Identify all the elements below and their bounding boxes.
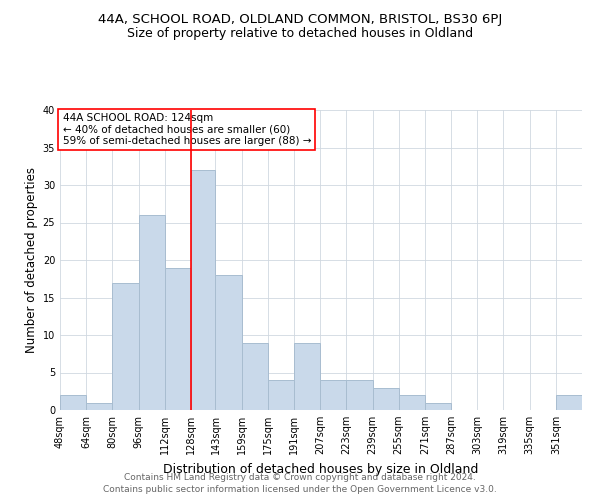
Bar <box>242 342 268 410</box>
Bar <box>346 380 373 410</box>
Bar <box>165 268 191 410</box>
Bar <box>268 380 294 410</box>
Y-axis label: Number of detached properties: Number of detached properties <box>25 167 38 353</box>
X-axis label: Distribution of detached houses by size in Oldland: Distribution of detached houses by size … <box>163 462 479 475</box>
Bar <box>139 215 165 410</box>
Text: 44A SCHOOL ROAD: 124sqm
← 40% of detached houses are smaller (60)
59% of semi-de: 44A SCHOOL ROAD: 124sqm ← 40% of detache… <box>62 113 311 146</box>
Bar <box>373 388 399 410</box>
Bar <box>320 380 346 410</box>
Bar <box>294 342 320 410</box>
Bar <box>60 395 86 410</box>
Text: Contains HM Land Registry data © Crown copyright and database right 2024.: Contains HM Land Registry data © Crown c… <box>124 472 476 482</box>
Text: Contains public sector information licensed under the Open Government Licence v3: Contains public sector information licen… <box>103 485 497 494</box>
Text: 44A, SCHOOL ROAD, OLDLAND COMMON, BRISTOL, BS30 6PJ: 44A, SCHOOL ROAD, OLDLAND COMMON, BRISTO… <box>98 12 502 26</box>
Bar <box>215 275 242 410</box>
Bar <box>86 402 112 410</box>
Bar <box>556 395 582 410</box>
Bar <box>112 282 139 410</box>
Bar <box>425 402 451 410</box>
Bar <box>399 395 425 410</box>
Bar <box>191 170 215 410</box>
Text: Size of property relative to detached houses in Oldland: Size of property relative to detached ho… <box>127 28 473 40</box>
